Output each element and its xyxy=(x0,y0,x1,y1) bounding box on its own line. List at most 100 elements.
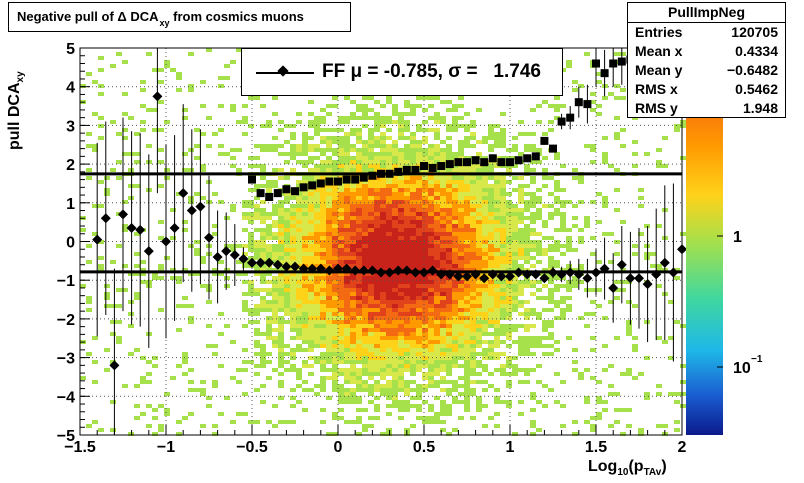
heatmap-cell xyxy=(314,256,320,260)
heatmap-cell xyxy=(158,424,164,428)
heatmap-cell xyxy=(344,96,350,100)
heatmap-cell xyxy=(614,96,620,100)
heatmap-cell xyxy=(548,260,554,264)
heatmap-cell xyxy=(476,192,482,196)
heatmap-cell xyxy=(422,420,428,424)
heatmap-cell xyxy=(302,272,308,276)
heatmap-cell xyxy=(104,304,110,308)
heatmap-cell xyxy=(494,192,500,196)
heatmap-cell xyxy=(488,148,494,152)
heatmap-cell xyxy=(392,284,398,288)
heatmap-cell xyxy=(452,196,458,200)
heatmap-cell xyxy=(416,228,422,232)
stats-label: RMS y xyxy=(635,100,678,116)
heatmap-cell xyxy=(578,264,584,268)
heatmap-cell xyxy=(248,212,254,216)
heatmap-cell xyxy=(380,344,386,348)
heatmap-cell xyxy=(458,192,464,196)
y-tick-label: −3 xyxy=(57,351,75,368)
heatmap-cell xyxy=(458,124,464,128)
heatmap-cell xyxy=(428,404,434,408)
heatmap-cell xyxy=(260,268,266,272)
z-tick-label: 1 xyxy=(733,229,742,246)
heatmap-cell xyxy=(158,404,164,408)
heatmap-cell xyxy=(350,184,356,188)
heatmap-cell xyxy=(302,136,308,140)
heatmap-cell xyxy=(566,288,572,292)
heatmap-cell xyxy=(380,156,386,160)
heatmap-cell xyxy=(272,312,278,316)
heatmap-cell xyxy=(278,320,284,324)
heatmap-cell xyxy=(368,236,374,240)
heatmap-cell xyxy=(314,392,320,396)
heatmap-cell xyxy=(404,144,410,148)
heatmap-cell xyxy=(512,280,518,284)
heatmap-cell xyxy=(308,100,314,104)
heatmap-cell xyxy=(344,232,350,236)
heatmap-cell xyxy=(344,260,350,264)
heatmap-cell xyxy=(434,348,440,352)
heatmap-cell xyxy=(530,244,536,248)
stats-box: PullImpNeg Entries 120705 Mean x 0.4334 Me… xyxy=(627,2,786,118)
heatmap-cell xyxy=(446,404,452,408)
stats-label: RMS x xyxy=(635,81,678,97)
heatmap-cell xyxy=(470,224,476,228)
heatmap-cell xyxy=(272,224,278,228)
heatmap-cell xyxy=(506,364,512,368)
heatmap-cell xyxy=(356,284,362,288)
heatmap-cell xyxy=(566,64,572,68)
heatmap-cell xyxy=(458,260,464,264)
heatmap-cell xyxy=(434,312,440,316)
heatmap-cell xyxy=(536,196,542,200)
heatmap-cell xyxy=(362,256,368,260)
heatmap-cell xyxy=(362,372,368,376)
heatmap-cell xyxy=(428,284,434,288)
heatmap-cell xyxy=(440,220,446,224)
heatmap-cell xyxy=(488,208,494,212)
heatmap-cell xyxy=(554,208,560,212)
heatmap-cell xyxy=(368,200,374,204)
heatmap-cell xyxy=(326,308,332,312)
data-point xyxy=(506,158,514,167)
heatmap-cell xyxy=(416,216,422,220)
heatmap-cell xyxy=(386,176,392,180)
heatmap-cell xyxy=(260,144,266,148)
heatmap-cell xyxy=(368,336,374,340)
data-point xyxy=(523,154,532,163)
data-point xyxy=(565,267,576,278)
heatmap-cell xyxy=(572,284,578,288)
heatmap-cell xyxy=(392,152,398,156)
heatmap-cell xyxy=(374,352,380,356)
heatmap-cell xyxy=(368,116,374,120)
data-point xyxy=(358,265,369,276)
heatmap-cell xyxy=(422,188,428,192)
heatmap-cell xyxy=(476,328,482,332)
heatmap-cell xyxy=(188,380,194,384)
heatmap-cell xyxy=(452,184,458,188)
heatmap-cell xyxy=(362,324,368,328)
data-point xyxy=(394,167,403,176)
heatmap-cell xyxy=(278,332,284,336)
heatmap-cell xyxy=(344,228,350,232)
heatmap-cell xyxy=(500,268,506,272)
heatmap-cell xyxy=(614,208,620,212)
heatmap-cell xyxy=(314,236,320,240)
data-point xyxy=(540,136,549,145)
heatmap-cell xyxy=(392,160,398,164)
heatmap-cell xyxy=(146,360,152,364)
heatmap-cell xyxy=(434,260,440,264)
heatmap-cell xyxy=(482,292,488,296)
heatmap-cell xyxy=(380,264,386,268)
heatmap-cell xyxy=(362,160,368,164)
heatmap-cell xyxy=(296,216,302,220)
heatmap-cell xyxy=(344,248,350,252)
heatmap-cell xyxy=(620,128,626,132)
heatmap-cell xyxy=(254,352,260,356)
heatmap-cell xyxy=(278,348,284,352)
heatmap-cell xyxy=(344,196,350,200)
stats-value: 1.948 xyxy=(742,100,778,116)
data-point xyxy=(195,201,206,212)
heatmap-cell xyxy=(434,120,440,124)
heatmap-cell xyxy=(464,408,470,412)
